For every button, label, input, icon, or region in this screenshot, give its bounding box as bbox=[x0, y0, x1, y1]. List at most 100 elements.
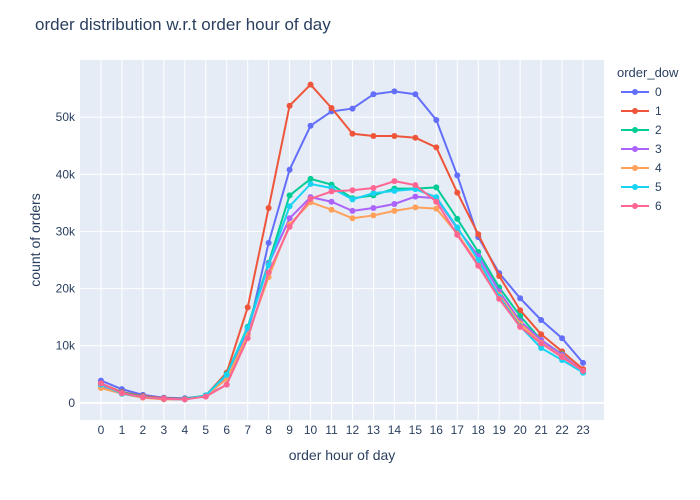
data-point bbox=[433, 194, 440, 201]
legend-item[interactable]: 2 bbox=[621, 123, 662, 137]
x-tick-label: 16 bbox=[430, 423, 444, 437]
data-point bbox=[307, 195, 314, 202]
legend-marker bbox=[632, 184, 638, 190]
x-axis-title: order hour of day bbox=[289, 447, 396, 463]
data-point bbox=[370, 190, 377, 197]
data-point bbox=[223, 381, 230, 388]
x-tick-label: 20 bbox=[513, 423, 527, 437]
y-axis-title: count of orders bbox=[27, 193, 43, 286]
data-point bbox=[181, 396, 188, 403]
data-point bbox=[349, 187, 356, 194]
legend-label: 3 bbox=[655, 142, 662, 156]
data-point bbox=[286, 223, 293, 230]
x-tick-label: 10 bbox=[304, 423, 318, 437]
data-point bbox=[538, 331, 545, 338]
data-point bbox=[538, 345, 545, 351]
legend-item[interactable]: 1 bbox=[621, 104, 662, 118]
data-point bbox=[391, 187, 398, 194]
data-point bbox=[475, 262, 482, 269]
data-point bbox=[454, 224, 461, 231]
data-point bbox=[202, 393, 209, 400]
data-point bbox=[349, 105, 356, 112]
data-point bbox=[391, 88, 398, 95]
data-point bbox=[559, 354, 566, 361]
data-point bbox=[286, 203, 293, 210]
data-point bbox=[475, 231, 482, 238]
x-tick-label: 3 bbox=[160, 423, 167, 437]
data-point bbox=[433, 198, 440, 205]
y-tick-label: 30k bbox=[56, 224, 76, 238]
data-point bbox=[517, 323, 524, 330]
x-tick-label: 1 bbox=[119, 423, 126, 437]
data-point bbox=[307, 81, 314, 88]
legend-item[interactable]: 3 bbox=[621, 142, 662, 156]
x-tick-label: 8 bbox=[265, 423, 272, 437]
data-point bbox=[433, 144, 440, 151]
plot-background bbox=[80, 60, 604, 420]
legend-label: 6 bbox=[655, 199, 662, 213]
data-point bbox=[370, 185, 377, 191]
data-point bbox=[559, 335, 566, 342]
data-point bbox=[349, 207, 356, 214]
data-point bbox=[160, 395, 167, 402]
data-point bbox=[286, 192, 293, 199]
data-point bbox=[391, 207, 398, 214]
data-point bbox=[454, 189, 461, 196]
data-point bbox=[475, 257, 482, 263]
data-point bbox=[454, 172, 461, 179]
data-point bbox=[328, 198, 335, 205]
x-axis-ticks: 0 1 2 3 4 5 6 7 8 9 10 11 12 13 14 15 16 17 18 19 20 21 22 23 bbox=[98, 423, 590, 437]
legend-marker bbox=[632, 89, 638, 95]
legend-marker bbox=[632, 203, 638, 209]
legend-item[interactable]: 4 bbox=[621, 161, 662, 175]
legend-label: 0 bbox=[655, 85, 662, 99]
data-point bbox=[286, 166, 293, 173]
data-point bbox=[286, 102, 293, 109]
data-point bbox=[517, 307, 524, 314]
legend-item[interactable]: 6 bbox=[621, 199, 662, 213]
x-tick-label: 23 bbox=[576, 423, 590, 437]
data-point bbox=[265, 205, 272, 211]
data-point bbox=[265, 239, 272, 246]
data-point bbox=[433, 205, 440, 212]
data-point bbox=[580, 367, 587, 374]
data-point bbox=[244, 335, 251, 342]
legend-label: 4 bbox=[655, 161, 662, 175]
data-point bbox=[538, 340, 545, 347]
x-tick-label: 22 bbox=[555, 423, 569, 437]
data-point bbox=[370, 91, 377, 98]
y-tick-label: 0 bbox=[68, 396, 75, 410]
x-tick-label: 12 bbox=[346, 423, 360, 437]
data-point bbox=[307, 175, 314, 182]
data-point bbox=[286, 215, 293, 222]
data-point bbox=[412, 193, 419, 200]
x-tick-label: 2 bbox=[140, 423, 147, 437]
data-point bbox=[244, 304, 251, 311]
legend-label: 5 bbox=[655, 180, 662, 194]
data-point bbox=[538, 317, 545, 323]
x-tick-label: 0 bbox=[98, 423, 105, 437]
data-point bbox=[265, 262, 272, 269]
legend-item[interactable]: 0 bbox=[621, 85, 662, 99]
x-tick-label: 17 bbox=[451, 423, 465, 437]
legend-item[interactable]: 5 bbox=[621, 180, 662, 194]
x-tick-label: 5 bbox=[202, 423, 209, 437]
data-point bbox=[517, 295, 524, 302]
data-point bbox=[580, 359, 587, 366]
data-point bbox=[496, 273, 503, 279]
x-tick-label: 6 bbox=[223, 423, 230, 437]
data-point bbox=[118, 390, 125, 397]
data-point bbox=[370, 133, 377, 139]
data-point bbox=[307, 181, 314, 187]
x-tick-label: 19 bbox=[493, 423, 507, 437]
data-point bbox=[307, 122, 314, 129]
series-6 bbox=[97, 178, 587, 403]
data-point bbox=[328, 188, 335, 195]
data-point bbox=[412, 204, 419, 211]
data-point bbox=[391, 133, 398, 139]
data-point bbox=[370, 205, 377, 211]
y-tick-label: 50k bbox=[56, 110, 76, 124]
x-tick-label: 13 bbox=[367, 423, 381, 437]
data-point bbox=[391, 201, 398, 207]
data-point bbox=[496, 295, 503, 302]
